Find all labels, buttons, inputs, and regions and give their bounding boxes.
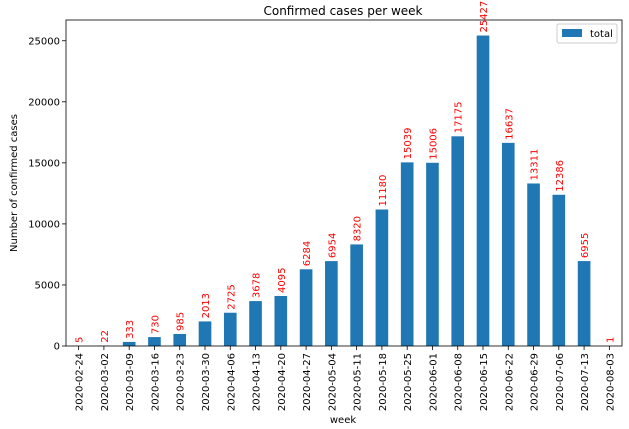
- y-tick-label: 5000: [35, 280, 60, 291]
- plot-frame: [65, 19, 623, 347]
- x-tick-label: 2020-07-13: [580, 353, 591, 411]
- x-tick-label: 2020-03-02: [100, 353, 111, 411]
- y-tick-label: 15000: [28, 158, 60, 169]
- y-tick-label: 10000: [28, 219, 60, 230]
- value-label: 1: [605, 337, 616, 343]
- legend-label: total: [590, 29, 613, 40]
- bar: [148, 337, 161, 346]
- x-tick-label: 2020-04-13: [252, 353, 263, 411]
- value-label: 17175: [454, 101, 465, 133]
- bar: [325, 261, 338, 346]
- x-tick-label: 2020-06-08: [454, 353, 465, 411]
- value-label: 6955: [580, 233, 591, 258]
- x-tick-label: 2020-03-23: [176, 353, 187, 411]
- x-tick-label: 2020-04-20: [277, 353, 288, 411]
- value-label: 25427: [479, 1, 490, 33]
- bar: [375, 209, 389, 346]
- y-tick-label: 20000: [28, 97, 60, 108]
- x-tick-label: 2020-05-11: [353, 353, 364, 411]
- x-tick-label: 2020-03-16: [150, 353, 161, 411]
- y-tick-label: 25000: [28, 36, 60, 47]
- value-label: 11180: [378, 175, 389, 207]
- x-tick-label: 2020-06-22: [504, 353, 515, 411]
- bar: [223, 312, 237, 346]
- bar: [274, 296, 288, 346]
- value-label: 13311: [530, 149, 541, 181]
- x-tick-label: 2020-07-06: [555, 353, 566, 411]
- x-tick-label: 2020-03-09: [125, 353, 136, 411]
- value-label: 15039: [403, 128, 414, 160]
- x-tick-label: 2020-06-15: [479, 353, 490, 411]
- y-tick-label: 0: [54, 342, 60, 353]
- value-label: 5: [75, 337, 86, 343]
- bar: [299, 269, 313, 346]
- bar: [249, 301, 262, 346]
- value-label: 333: [125, 320, 136, 339]
- value-label: 15006: [428, 128, 439, 160]
- chart-title: Confirmed cases per week: [263, 4, 422, 18]
- value-label: 6284: [302, 241, 313, 266]
- x-axis-label: week: [330, 415, 356, 426]
- bar: [451, 136, 465, 346]
- x-tick-label: 2020-03-30: [201, 353, 212, 411]
- value-label: 12386: [555, 160, 566, 192]
- x-tick-label: 2020-02-24: [75, 353, 86, 411]
- x-tick-label: 2020-05-18: [378, 353, 389, 411]
- value-label: 8320: [353, 216, 364, 241]
- y-axis-label: Number of confirmed cases: [9, 114, 20, 252]
- bar: [476, 35, 490, 346]
- bar: [552, 194, 566, 346]
- bar: [122, 341, 136, 346]
- x-tick-label: 2020-04-06: [226, 353, 237, 411]
- x-tick-label: 2020-06-29: [530, 353, 541, 411]
- x-tick-label: 2020-08-03: [605, 353, 616, 411]
- bar: [527, 183, 540, 346]
- bar: [400, 162, 414, 346]
- bar: [198, 321, 212, 346]
- bar: [173, 333, 187, 346]
- x-tick-label: 2020-04-27: [302, 353, 313, 411]
- value-label: 4095: [277, 268, 288, 293]
- bar: [350, 244, 363, 346]
- legend-box: [556, 23, 618, 44]
- bar: [501, 142, 515, 346]
- value-label: 730: [150, 315, 161, 334]
- value-label: 2013: [201, 293, 212, 318]
- x-tick-label: 2020-05-04: [327, 353, 338, 411]
- bar: [577, 261, 591, 346]
- legend: total: [556, 23, 618, 44]
- legend-swatch: [562, 29, 582, 37]
- value-label: 3678: [252, 273, 263, 298]
- bar: [426, 162, 439, 346]
- value-label: 2725: [226, 284, 237, 309]
- x-tick-label: 2020-06-01: [428, 353, 439, 411]
- value-label: 985: [176, 312, 187, 331]
- value-label: 16637: [504, 108, 515, 140]
- value-label: 6954: [327, 233, 338, 258]
- value-label: 22: [100, 330, 111, 343]
- x-tick-label: 2020-05-25: [403, 353, 414, 411]
